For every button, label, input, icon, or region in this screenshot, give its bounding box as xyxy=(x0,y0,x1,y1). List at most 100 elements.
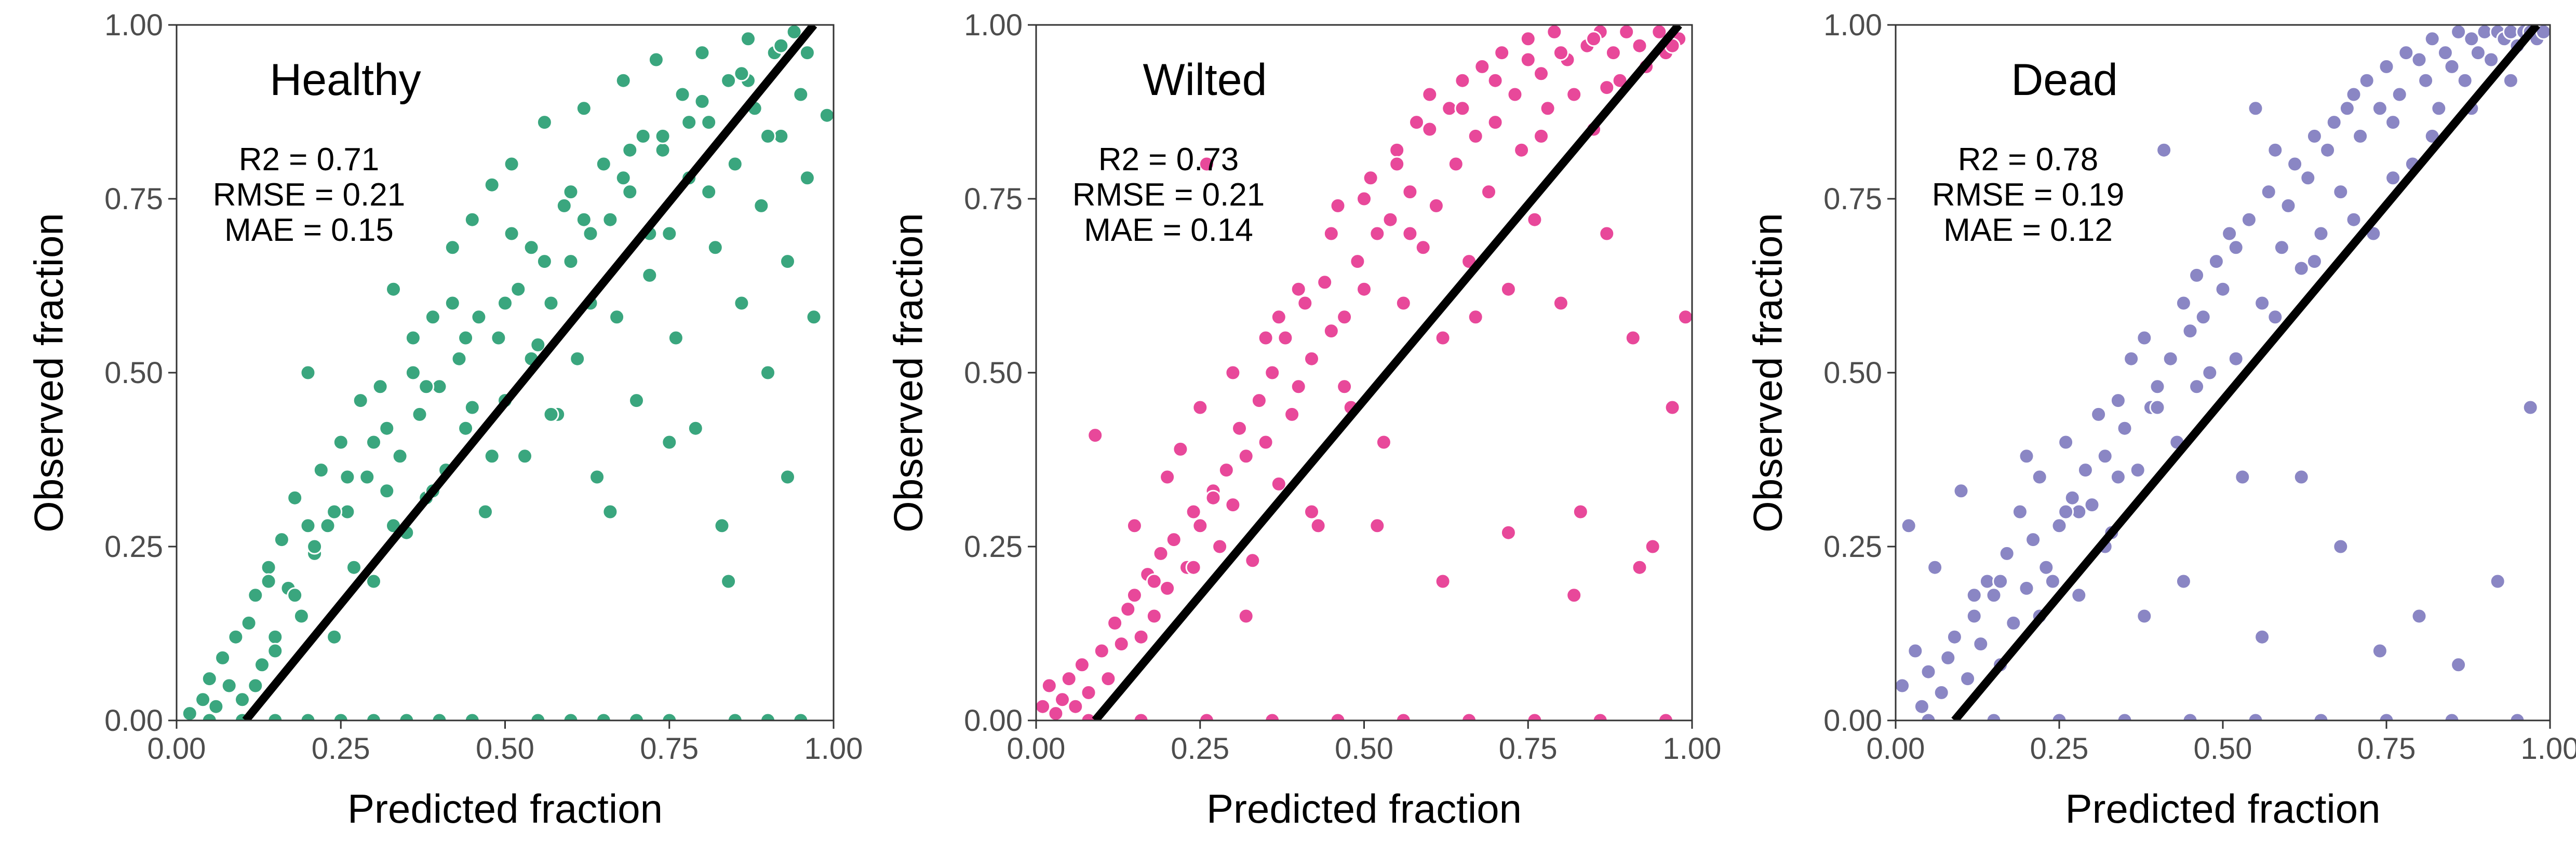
data-point xyxy=(1126,517,1143,534)
data-point xyxy=(359,469,375,485)
data-point xyxy=(1434,573,1451,590)
data-point xyxy=(1310,517,1326,534)
data-point xyxy=(694,93,710,110)
x-tick-label: 0.00 xyxy=(1867,732,1925,766)
data-point xyxy=(1552,45,1569,61)
data-point xyxy=(2509,712,2526,720)
data-point xyxy=(1474,58,1491,75)
data-point xyxy=(2202,364,2218,381)
data-point xyxy=(536,253,553,270)
data-point xyxy=(1304,350,1320,367)
data-point xyxy=(287,489,303,506)
data-point xyxy=(2097,448,2113,465)
data-point xyxy=(2149,378,2166,395)
data-point xyxy=(1048,705,1064,720)
data-point xyxy=(1447,156,1464,172)
data-point xyxy=(1074,657,1090,673)
data-point xyxy=(2411,608,2427,624)
data-point xyxy=(622,142,638,158)
data-point xyxy=(1067,698,1084,715)
data-point xyxy=(1284,406,1300,423)
data-point xyxy=(339,469,356,485)
data-point xyxy=(2018,448,2035,465)
data-point xyxy=(1054,691,1070,708)
data-point xyxy=(701,114,717,131)
data-point xyxy=(1133,712,1149,720)
data-point xyxy=(471,309,487,325)
data-point xyxy=(2247,100,2264,117)
data-point xyxy=(609,309,625,325)
data-point xyxy=(556,197,572,214)
data-point xyxy=(773,37,789,54)
data-point xyxy=(503,225,520,242)
panel-title: Wilted xyxy=(1143,55,1267,105)
data-point xyxy=(780,253,796,270)
data-point xyxy=(2391,86,2408,103)
x-tick-label: 0.75 xyxy=(640,732,699,766)
data-point xyxy=(2011,503,2028,520)
plot-background xyxy=(177,25,834,720)
data-point xyxy=(2280,197,2297,214)
data-point xyxy=(1513,142,1530,158)
data-point xyxy=(536,114,553,131)
data-point xyxy=(300,364,316,381)
data-point xyxy=(2182,323,2198,339)
data-point xyxy=(681,114,697,131)
data-point xyxy=(1238,608,1254,624)
stat-label: RMSE = 0.21 xyxy=(1072,177,1265,213)
data-point xyxy=(208,698,224,715)
data-point xyxy=(740,31,756,47)
data-point xyxy=(1395,295,1412,311)
data-point xyxy=(2273,239,2290,256)
data-point xyxy=(707,239,723,256)
data-point xyxy=(1586,31,1602,47)
data-point xyxy=(2005,615,2022,631)
data-point xyxy=(2418,72,2434,89)
data-point xyxy=(1421,121,1438,138)
data-point xyxy=(2156,142,2172,158)
data-point xyxy=(1940,649,1956,666)
y-axis-label: Observed fraction xyxy=(26,213,72,533)
data-point xyxy=(1966,587,1982,604)
data-point xyxy=(1664,399,1681,416)
data-point xyxy=(1238,448,1254,465)
data-point xyxy=(799,170,815,186)
panel-title: Dead xyxy=(2011,55,2118,105)
data-point xyxy=(1966,608,1982,624)
data-point xyxy=(366,434,382,451)
x-tick-label: 0.75 xyxy=(1499,732,1558,766)
data-point xyxy=(1599,79,1615,96)
data-point xyxy=(727,712,743,720)
data-point xyxy=(306,538,323,555)
data-point xyxy=(2123,350,2140,367)
data-point xyxy=(701,184,717,200)
data-point xyxy=(1454,72,1471,89)
data-point xyxy=(458,420,474,437)
data-point xyxy=(1520,31,1536,47)
data-point xyxy=(760,128,776,144)
data-point xyxy=(2385,170,2401,186)
data-point xyxy=(661,712,678,720)
data-point xyxy=(1658,712,1674,720)
data-point xyxy=(424,309,441,325)
data-point xyxy=(2090,406,2107,423)
data-point xyxy=(661,225,678,242)
data-point xyxy=(346,559,362,576)
data-point xyxy=(458,330,474,346)
y-tick-label: 0.50 xyxy=(1823,356,1882,390)
data-point xyxy=(628,392,645,409)
data-point xyxy=(2025,532,2042,548)
fit-line xyxy=(1951,25,2540,720)
data-point xyxy=(1920,712,1937,720)
data-point xyxy=(267,643,284,659)
y-tick-label: 0.00 xyxy=(964,704,1023,738)
data-point xyxy=(1336,309,1353,325)
data-point xyxy=(510,281,527,297)
x-tick-label: 0.00 xyxy=(147,732,206,766)
data-point xyxy=(2260,184,2277,200)
data-point xyxy=(1913,698,1930,715)
data-point xyxy=(628,712,645,720)
data-point xyxy=(1172,441,1189,457)
data-point xyxy=(1533,128,1549,144)
data-point xyxy=(720,72,737,89)
